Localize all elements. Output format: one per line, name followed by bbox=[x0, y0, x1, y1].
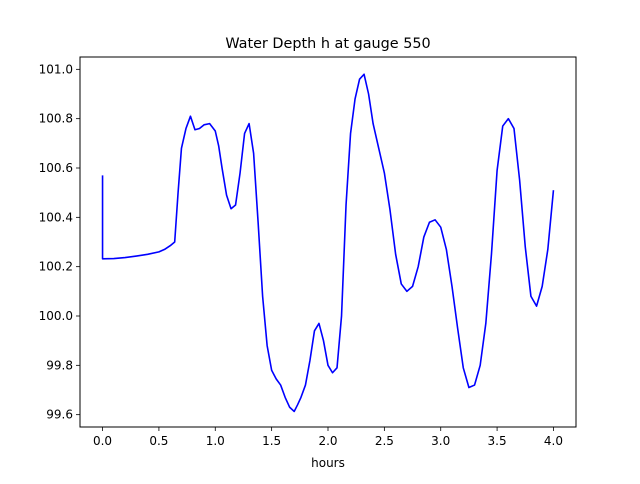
plot-area bbox=[101, 73, 555, 413]
x-tick-label: 0.0 bbox=[93, 434, 112, 448]
y-tick-label: 100.8 bbox=[39, 112, 73, 126]
x-tick-label: 2.5 bbox=[375, 434, 394, 448]
y-axis-ticks: 99.6 99.8 100.0 100.2 100.4 100.6 100.8 101.0 bbox=[39, 62, 80, 422]
y-tick-label: 100.4 bbox=[39, 210, 73, 224]
y-tick-label: 100.2 bbox=[39, 260, 73, 274]
x-tick-label: 1.5 bbox=[262, 434, 281, 448]
chart-title: Water Depth h at gauge 550 bbox=[225, 36, 430, 52]
y-tick-label: 99.6 bbox=[46, 408, 73, 422]
x-axis-ticks: 0.0 0.5 1.0 1.5 2.0 2.5 3.0 3.5 4.0 bbox=[93, 427, 563, 448]
x-tick-label: 2.0 bbox=[318, 434, 337, 448]
x-tick-label: 3.0 bbox=[431, 434, 450, 448]
plot-frame bbox=[79, 56, 577, 428]
y-tick-label: 99.8 bbox=[46, 358, 73, 372]
y-tick-label: 100.0 bbox=[39, 309, 73, 323]
x-tick-label: 0.5 bbox=[149, 434, 168, 448]
y-tick-label: 101.0 bbox=[39, 62, 73, 76]
x-tick-label: 3.5 bbox=[488, 434, 507, 448]
series-line-0 bbox=[101, 73, 555, 413]
y-tick-label: 100.6 bbox=[39, 161, 73, 175]
x-tick-label: 4.0 bbox=[544, 434, 563, 448]
x-axis-label: hours bbox=[311, 456, 345, 470]
x-tick-label: 1.0 bbox=[206, 434, 225, 448]
